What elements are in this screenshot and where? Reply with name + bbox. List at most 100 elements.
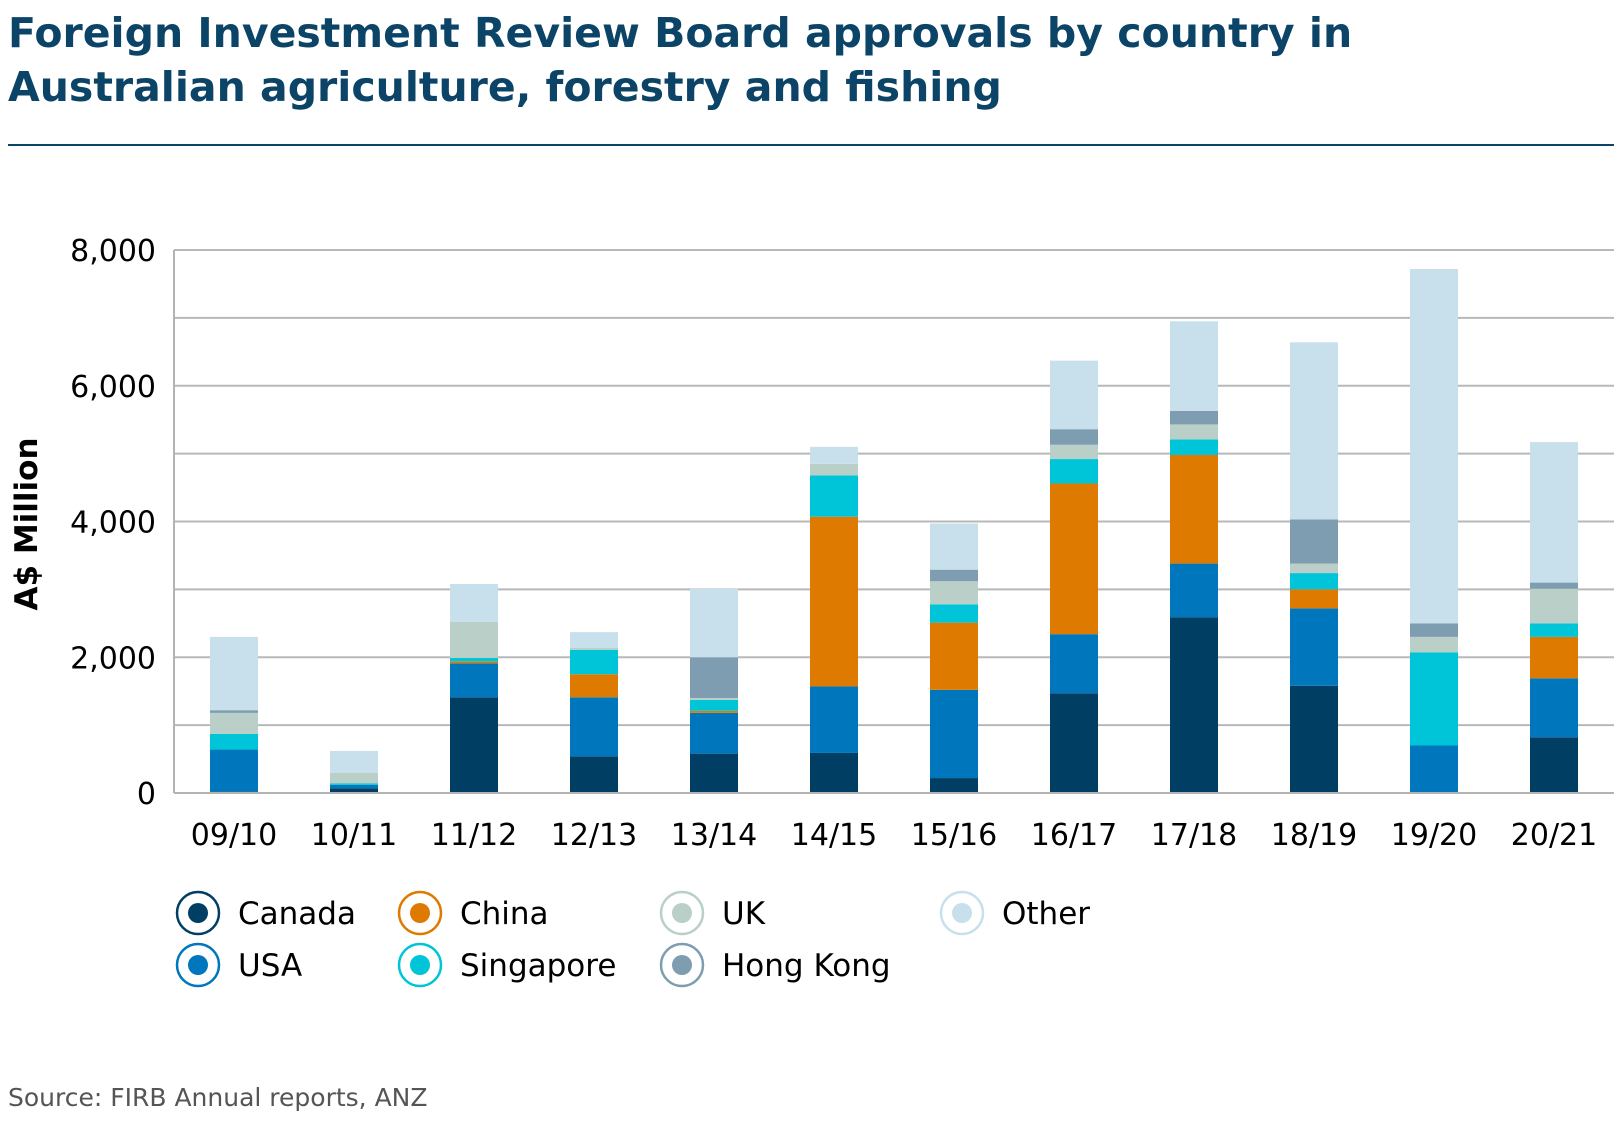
legend-dot-canada	[188, 903, 208, 923]
bars	[210, 269, 1578, 793]
bar-hong-kong-18-19	[1290, 519, 1338, 564]
legend-dot-uk	[672, 903, 692, 923]
bar-usa-11-12	[450, 663, 498, 698]
bar-canada-17-18	[1170, 617, 1218, 793]
y-tick-label: 4,000	[70, 506, 156, 541]
bar-uk-16-17	[1050, 444, 1098, 460]
bar-singapore-11-12	[450, 657, 498, 662]
x-tick-label: 12/13	[551, 818, 637, 853]
x-tick-label: 19/20	[1391, 818, 1477, 853]
bar-hong-kong-16-17	[1050, 429, 1098, 445]
legend-dot-other	[952, 903, 972, 923]
bar-other-18-19	[1290, 342, 1338, 520]
bar-hong-kong-19-20	[1410, 623, 1458, 637]
legend-label-hong-kong: Hong Kong	[722, 948, 891, 984]
bar-uk-11-12	[450, 621, 498, 658]
bar-usa-13-14	[690, 712, 738, 754]
title-divider	[8, 144, 1614, 146]
x-tick-label: 14/15	[791, 818, 877, 853]
x-tick-label: 09/10	[191, 818, 277, 853]
bar-singapore-16-17	[1050, 459, 1098, 484]
bar-usa-09-10	[210, 749, 258, 792]
bar-uk-17-18	[1170, 424, 1218, 440]
x-tick-label: 13/14	[671, 818, 757, 853]
bar-canada-20-21	[1530, 737, 1578, 793]
legend-dot-china	[410, 903, 430, 923]
x-tick-label: 15/16	[911, 818, 997, 853]
bar-usa-19-20	[1410, 745, 1458, 793]
bar-uk-15-16	[930, 581, 978, 605]
bar-singapore-15-16	[930, 604, 978, 623]
bar-uk-20-21	[1530, 588, 1578, 624]
bar-singapore-19-20	[1410, 652, 1458, 746]
x-tick-label: 17/18	[1151, 818, 1237, 853]
bar-other-17-18	[1170, 321, 1218, 411]
bar-uk-19-20	[1410, 636, 1458, 653]
bar-canada-11-12	[450, 697, 498, 793]
bar-usa-17-18	[1170, 563, 1218, 618]
bar-canada-15-16	[930, 778, 978, 793]
bar-other-20-21	[1530, 442, 1578, 583]
legend-dot-hong-kong	[672, 955, 692, 975]
legend: Canada USA China Singapore UK Hong Kong Other	[175, 890, 1090, 988]
bar-other-14-15	[810, 446, 858, 464]
bar-canada-16-17	[1050, 693, 1098, 793]
bar-other-15-16	[930, 523, 978, 570]
bar-hong-kong-13-14	[690, 657, 738, 698]
bar-hong-kong-17-18	[1170, 410, 1218, 425]
bar-uk-14-15	[810, 463, 858, 476]
bar-usa-15-16	[930, 689, 978, 779]
bar-usa-10-11	[330, 784, 378, 789]
bar-singapore-20-21	[1530, 623, 1578, 637]
bar-uk-12-13	[570, 647, 618, 650]
bar-china-12-13	[570, 674, 618, 698]
bar-canada-10-11	[330, 788, 378, 793]
bar-other-10-11	[330, 750, 378, 773]
legend-label-usa: USA	[238, 948, 302, 984]
bar-usa-18-19	[1290, 608, 1338, 686]
bar-other-09-10	[210, 636, 258, 711]
x-tick-label: 16/17	[1031, 818, 1117, 853]
bar-usa-16-17	[1050, 634, 1098, 694]
bar-china-20-21	[1530, 636, 1578, 679]
legend-label-uk: UK	[722, 896, 766, 932]
legend-dot-usa	[188, 955, 208, 975]
bar-uk-10-11	[330, 772, 378, 784]
bar-canada-12-13	[570, 756, 618, 793]
bar-uk-18-19	[1290, 563, 1338, 574]
bar-other-19-20	[1410, 269, 1458, 624]
bar-singapore-12-13	[570, 649, 618, 675]
legend-label-canada: Canada	[238, 896, 356, 932]
bar-china-11-12	[450, 661, 498, 664]
bar-canada-14-15	[810, 752, 858, 793]
source-note: Source: FIRB Annual reports, ANZ	[8, 1083, 428, 1112]
legend-label-other: Other	[1002, 896, 1090, 932]
x-tick-label: 11/12	[431, 818, 517, 853]
bar-singapore-09-10	[210, 733, 258, 750]
bar-other-13-14	[690, 588, 738, 658]
bar-hong-kong-15-16	[930, 569, 978, 582]
bar-china-17-18	[1170, 454, 1218, 564]
bar-singapore-17-18	[1170, 439, 1218, 455]
bar-canada-13-14	[690, 753, 738, 793]
bar-other-16-17	[1050, 360, 1098, 430]
bar-china-15-16	[930, 622, 978, 690]
bar-uk-13-14	[690, 697, 738, 701]
bar-usa-14-15	[810, 686, 858, 753]
legend-label-singapore: Singapore	[460, 948, 616, 984]
bar-canada-18-19	[1290, 685, 1338, 793]
bar-hong-kong-09-10	[210, 710, 258, 713]
bar-usa-12-13	[570, 697, 618, 757]
bar-singapore-14-15	[810, 475, 858, 517]
y-axis-ticks: 0 2,000 4,000 6,000 8,000	[70, 234, 156, 812]
y-tick-label: 8,000	[70, 234, 156, 269]
y-tick-label: 2,000	[70, 641, 156, 676]
bar-singapore-13-14	[690, 700, 738, 711]
x-tick-label: 10/11	[311, 818, 397, 853]
bar-china-14-15	[810, 516, 858, 687]
legend-label-china: China	[460, 896, 549, 932]
bar-other-12-13	[570, 632, 618, 648]
legend-dot-singapore	[410, 955, 430, 975]
gridlines	[174, 249, 1614, 727]
